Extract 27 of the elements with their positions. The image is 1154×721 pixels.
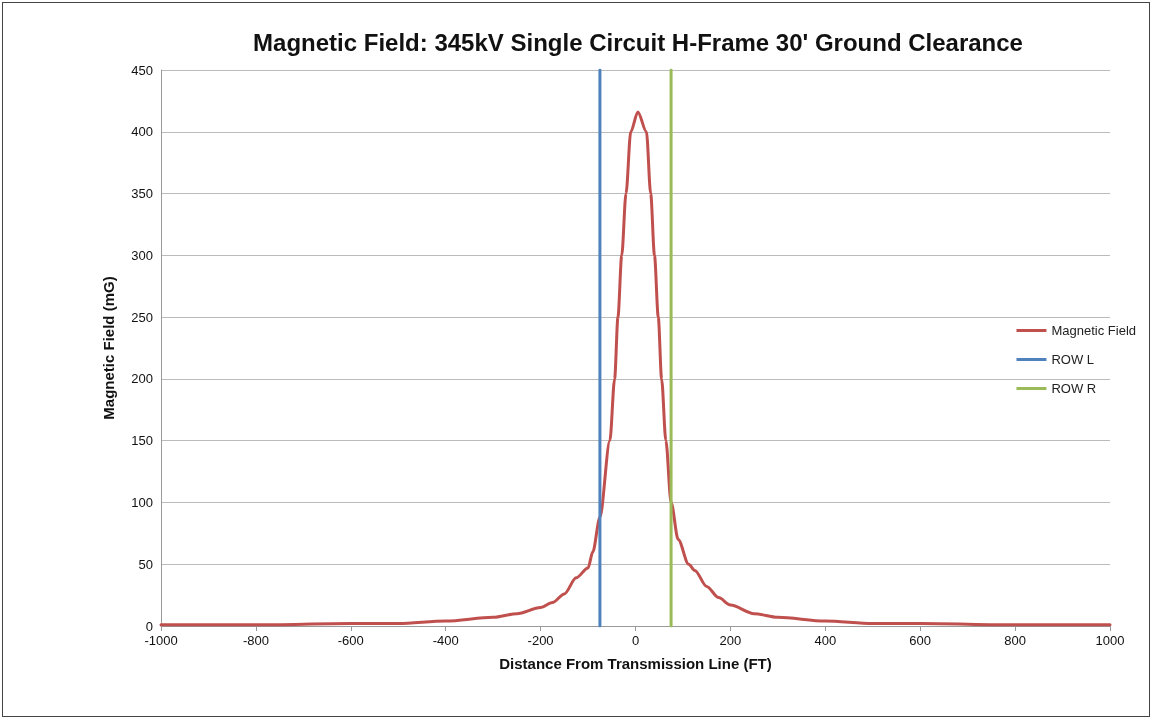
chart-title: Magnetic Field: 345kV Single Circuit H-Frame 30' Ground Clearance <box>253 28 1023 56</box>
y-tick-label: 350 <box>131 186 153 202</box>
legend-label: ROW R <box>1051 381 1097 396</box>
x-tick-label: 400 <box>814 633 837 648</box>
y-tick-label: 300 <box>131 247 153 263</box>
y-tick-label: 0 <box>145 618 153 634</box>
x-tick-label: -800 <box>242 633 269 648</box>
legend-label: ROW L <box>1051 352 1095 367</box>
x-tick-label: 1000 <box>1095 633 1125 648</box>
x-tick-label: -600 <box>337 633 364 648</box>
x-tick-label: -400 <box>432 633 459 648</box>
y-tick-label: 100 <box>131 494 153 510</box>
y-tick-label: 150 <box>131 433 153 449</box>
x-tick-label: -200 <box>527 633 554 648</box>
y-tick-label: 200 <box>131 371 153 387</box>
x-tick-label: 800 <box>1004 633 1026 648</box>
x-tick-label: 600 <box>909 633 932 648</box>
y-tick-label: 400 <box>131 124 153 140</box>
y-tick-label: 250 <box>131 309 153 325</box>
y-axis-title: Magnetic Field (mG) <box>100 276 117 420</box>
y-tick-label: 50 <box>138 556 153 572</box>
x-tick-label: 0 <box>631 633 640 648</box>
x-tick-label: 200 <box>719 633 742 648</box>
x-axis-title: Distance From Transmission Line (FT) <box>499 655 772 672</box>
legend-label: Magnetic Field <box>1051 323 1137 338</box>
x-tick-label: -1000 <box>144 633 178 648</box>
y-tick-label: 450 <box>131 62 153 78</box>
